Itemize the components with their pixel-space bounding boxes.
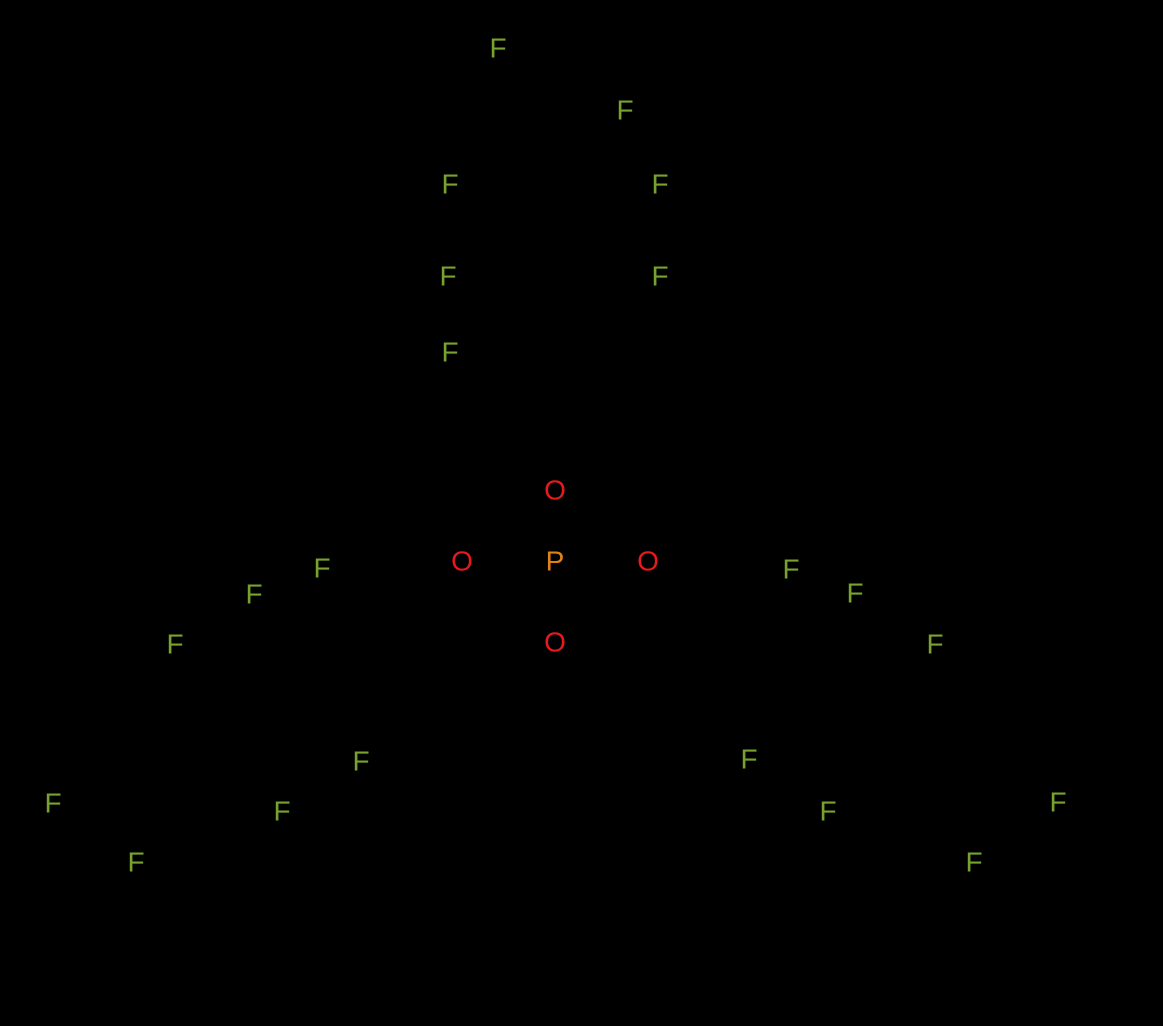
atom-label-f: F [273,796,290,827]
atom-label-o: O [637,546,659,577]
atom-label-o: O [544,627,566,658]
atom-label-f: F [441,169,458,200]
atom-label-f: F [313,553,330,584]
atom-label-f: F [740,744,757,775]
atom-label-f: F [651,261,668,292]
atom-label-f: F [616,95,633,126]
atom-label-f: F [1049,787,1066,818]
atom-label-o: O [544,475,566,506]
atom-label-o: O [451,546,473,577]
atom-label-f: F [926,629,943,660]
atom-label-f: F [441,337,458,368]
atom-label-f: F [127,847,144,878]
molecule-diagram: P O O O O F F F F F F F F F F F F F F F F F F F F F [0,0,1163,1026]
atom-label-f: F [489,33,506,64]
atom-label-f: F [846,578,863,609]
atom-label-f: F [166,629,183,660]
atom-label-f: F [44,788,61,819]
atom-label-f: F [651,169,668,200]
atom-label-f: F [819,796,836,827]
atom-label-f: F [965,847,982,878]
atom-label-p: P [546,546,565,577]
atom-label-f: F [352,746,369,777]
atom-label-f: F [782,554,799,585]
atom-label-f: F [439,261,456,292]
atom-label-f: F [245,579,262,610]
